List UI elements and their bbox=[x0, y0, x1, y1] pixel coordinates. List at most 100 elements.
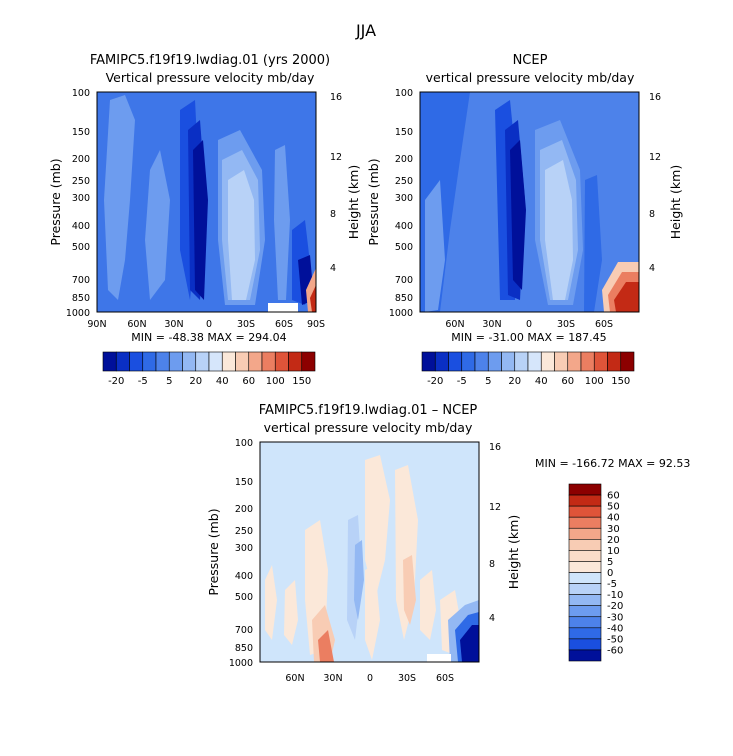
colorbar-ncep: -20 -5 5 20 40 60 100 150 bbox=[421, 351, 635, 387]
colorbar-diff-swatch bbox=[568, 561, 602, 573]
panel-ncep-y-ticks: 100 150 200 250 300 400 500 700 850 1000 bbox=[389, 88, 413, 319]
panel-diff-y2-ticks: 16 12 8 4 bbox=[489, 442, 501, 624]
y2tick-8: 8 bbox=[330, 209, 336, 220]
ytick-850: 850 bbox=[235, 643, 253, 654]
colorbar-ncep-swatch bbox=[593, 351, 608, 372]
y2tick-16: 16 bbox=[489, 442, 501, 453]
panel-ncep-ylabel: Pressure (mb) bbox=[366, 158, 381, 245]
panel-model-y2-ticks: 16 12 8 4 bbox=[330, 92, 342, 274]
colorbar-ncep-label: -5 bbox=[457, 376, 467, 387]
colorbar-diff-label: -50 bbox=[607, 634, 623, 645]
colorbar-ncep-swatch bbox=[448, 351, 463, 372]
xtick-30s: 30S bbox=[557, 319, 575, 330]
ytick-200: 200 bbox=[72, 154, 90, 165]
colorbar-ncep-swatch bbox=[527, 351, 542, 372]
ytick-400: 400 bbox=[235, 571, 253, 582]
colorbar-ncep-swatch bbox=[434, 351, 449, 372]
ytick-500: 500 bbox=[395, 242, 413, 253]
colorbar-diff-swatch bbox=[568, 605, 602, 618]
colorbar-diff-swatch bbox=[568, 583, 602, 595]
panel-ncep: NCEP vertical pressure velocity mb/day 1… bbox=[366, 53, 683, 344]
y2tick-12: 12 bbox=[489, 502, 501, 513]
panel-model-ylabel: Pressure (mb) bbox=[48, 158, 63, 245]
xtick-90n: 90N bbox=[87, 319, 106, 330]
colorbar-diff-label: 30 bbox=[607, 524, 620, 535]
colorbar-model: -20 -5 5 20 40 60 100 150 bbox=[102, 351, 316, 387]
panel-diff-subtitle: vertical pressure velocity mb/day bbox=[264, 420, 473, 435]
ytick-1000: 1000 bbox=[66, 308, 90, 319]
colorbar-diff-label: -10 bbox=[607, 590, 623, 601]
xtick-30n: 30N bbox=[323, 673, 342, 684]
panel-ncep-x-ticks: 60N 30N 0 30S 60S bbox=[445, 319, 613, 330]
panel-diff-title: FAMIPC5.f19f19.lwdiag.01 – NCEP bbox=[259, 403, 478, 418]
colorbar-diff-label: -20 bbox=[607, 601, 623, 612]
colorbar-diff-swatch bbox=[568, 539, 602, 551]
y2tick-16: 16 bbox=[330, 92, 342, 103]
colorbar-model-swatch bbox=[115, 351, 130, 372]
ytick-300: 300 bbox=[72, 193, 90, 204]
colorbar-ncep-swatch bbox=[487, 351, 502, 372]
ytick-150: 150 bbox=[395, 127, 413, 138]
xtick-0: 0 bbox=[526, 319, 532, 330]
colorbar-diff-label: 60 bbox=[607, 491, 620, 502]
colorbar-diff-swatch bbox=[568, 572, 602, 584]
panel-ncep-y2-ticks: 16 12 8 4 bbox=[649, 92, 661, 274]
xtick-60s: 60S bbox=[436, 673, 454, 684]
colorbar-diff-swatch bbox=[568, 483, 602, 496]
y2tick-12: 12 bbox=[649, 152, 661, 163]
colorbar-diff-label: -5 bbox=[607, 579, 617, 590]
panel-diff-y2label: Height (km) bbox=[506, 515, 521, 589]
colorbar-model-swatch bbox=[142, 351, 157, 372]
colorbar-ncep-swatch bbox=[580, 351, 595, 372]
panel-ncep-subtitle: vertical pressure velocity mb/day bbox=[426, 70, 635, 85]
colorbar-ncep-label: 150 bbox=[611, 376, 630, 387]
ytick-700: 700 bbox=[235, 625, 253, 636]
panel-model: FAMIPC5.f19f19.lwdiag.01 (yrs 2000) Vert… bbox=[48, 53, 361, 344]
colorbar-model-swatch bbox=[301, 351, 316, 372]
ytick-100: 100 bbox=[395, 88, 413, 99]
ytick-150: 150 bbox=[72, 127, 90, 138]
xtick-30s: 30S bbox=[237, 319, 255, 330]
colorbar-diff-label: 50 bbox=[607, 502, 620, 513]
colorbar-model-swatch bbox=[248, 351, 263, 372]
colorbar-ncep-swatch bbox=[514, 351, 529, 372]
colorbar-model-swatch bbox=[274, 351, 289, 372]
xtick-60n: 60N bbox=[445, 319, 464, 330]
colorbar-model-label: 60 bbox=[242, 376, 255, 387]
colorbar-diff-swatch bbox=[568, 627, 602, 640]
colorbar-model-swatch bbox=[221, 351, 236, 372]
colorbar-ncep-label: 60 bbox=[561, 376, 574, 387]
ytick-400: 400 bbox=[72, 221, 90, 232]
colorbar-ncep-swatch bbox=[461, 351, 476, 372]
colorbar-ncep-swatch bbox=[421, 351, 436, 372]
ytick-100: 100 bbox=[235, 438, 253, 449]
panel-diff-field bbox=[260, 442, 479, 662]
colorbar-model-label: -20 bbox=[108, 376, 124, 387]
ytick-1000: 1000 bbox=[389, 308, 413, 319]
colorbar-diff-swatch bbox=[568, 594, 602, 606]
xtick-30n: 30N bbox=[482, 319, 501, 330]
ytick-300: 300 bbox=[235, 543, 253, 554]
panel-ncep-field bbox=[420, 92, 639, 312]
colorbar-model-swatch bbox=[102, 351, 117, 372]
colorbar-diff-label: -40 bbox=[607, 623, 623, 634]
ytick-250: 250 bbox=[72, 176, 90, 187]
y2tick-8: 8 bbox=[489, 559, 495, 570]
colorbar-ncep-label: 5 bbox=[485, 376, 491, 387]
xtick-60s: 60S bbox=[275, 319, 293, 330]
colorbar-model-swatch bbox=[261, 351, 276, 372]
colorbar-model-label: 5 bbox=[166, 376, 172, 387]
y2tick-4: 4 bbox=[649, 263, 655, 274]
colorbar-ncep-swatch bbox=[607, 351, 622, 372]
ytick-700: 700 bbox=[395, 275, 413, 286]
ytick-850: 850 bbox=[395, 293, 413, 304]
panel-ncep-title: NCEP bbox=[513, 53, 548, 68]
colorbar-diff-label: 40 bbox=[607, 513, 620, 524]
colorbar-ncep-swatch bbox=[567, 351, 582, 372]
xtick-60n: 60N bbox=[127, 319, 146, 330]
panel-model-field bbox=[97, 92, 316, 312]
colorbar-model-label: 40 bbox=[216, 376, 229, 387]
y2tick-12: 12 bbox=[330, 152, 342, 163]
ytick-300: 300 bbox=[395, 193, 413, 204]
colorbar-model-swatch bbox=[195, 351, 210, 372]
